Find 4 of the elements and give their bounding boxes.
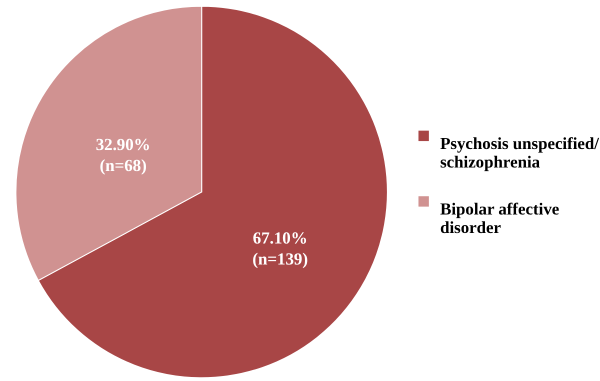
legend-label: Bipolar affective disorder: [440, 199, 560, 238]
legend-label: Psychosis unspecified/ schizophrenia: [440, 134, 600, 172]
data-label: 32.90% (n=68): [96, 135, 151, 176]
data-label: 67.10% (n=139): [252, 228, 308, 269]
